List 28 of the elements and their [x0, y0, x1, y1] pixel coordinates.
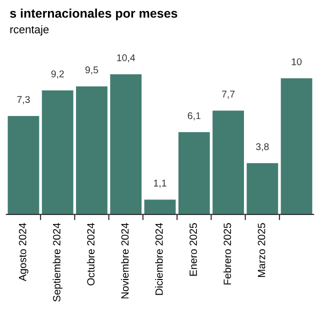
x-tick-label: Septiembre 2024	[52, 223, 62, 302]
data-label: 9,5	[85, 66, 98, 74]
x-tick-label: Marzo 2025	[258, 223, 266, 277]
bar	[8, 116, 40, 214]
bar	[178, 132, 210, 214]
bar	[144, 200, 176, 214]
bar	[76, 86, 108, 214]
data-label: 10,4	[117, 54, 136, 62]
x-tick-label: Diciembre 2024	[155, 223, 163, 295]
data-label: 9,2	[51, 70, 64, 78]
data-label: 10	[292, 58, 302, 66]
bar	[42, 90, 74, 214]
bar	[212, 110, 244, 214]
bar	[110, 74, 142, 214]
bar	[246, 163, 278, 214]
x-tick-label: Agosto 2024	[18, 223, 28, 282]
data-label: 7,3	[17, 96, 30, 104]
bar	[280, 78, 312, 214]
chart-subtitle: rcentaje	[10, 25, 49, 36]
data-label: 7,7	[222, 90, 235, 99]
x-tick-label: Octubre 2024	[86, 223, 95, 286]
data-label: 1,1	[154, 180, 166, 188]
x-tick-label: Enero 2025	[190, 223, 197, 276]
data-label: 3,8	[256, 143, 269, 152]
data-label: 6,1	[188, 112, 200, 120]
x-tick-label: Febrero 2025	[223, 223, 232, 284]
x-tick-label: Noviembre 2024	[121, 223, 129, 298]
chart-title: s internacionales por meses	[10, 8, 178, 20]
